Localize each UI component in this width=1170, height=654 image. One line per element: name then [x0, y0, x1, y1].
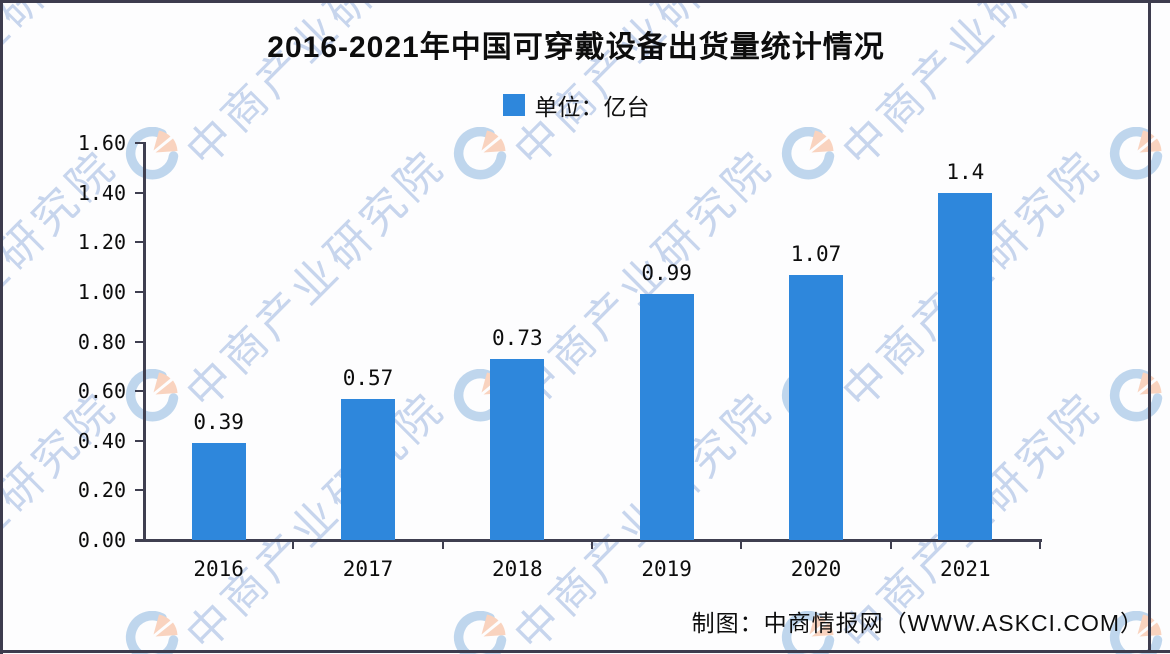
- y-tick-label: 0.60: [77, 379, 126, 404]
- bar-value-label: 1.4: [946, 159, 985, 184]
- legend-label: 单位：亿台: [534, 94, 650, 120]
- bar-value-label: 0.99: [641, 261, 692, 286]
- x-tick-label: 2018: [492, 557, 543, 581]
- x-tick: [292, 540, 295, 549]
- x-axis-line: [135, 539, 1042, 542]
- bar-value-label: 1.07: [790, 241, 842, 266]
- y-tick-label: 0.00: [77, 528, 126, 552]
- bar: [789, 274, 843, 540]
- chart-legend: 单位：亿台: [0, 88, 1152, 122]
- y-tick-label: 0.20: [77, 478, 126, 503]
- y-tick: [135, 191, 144, 194]
- x-tick-label: 2020: [790, 557, 842, 581]
- frame-border-top: [0, 0, 1170, 3]
- x-tick: [740, 540, 743, 549]
- y-tick-label: 1.20: [77, 230, 126, 255]
- y-tick-label: 1.40: [77, 180, 126, 205]
- x-tick: [441, 540, 444, 549]
- y-tick-label: 1.00: [77, 280, 126, 304]
- frame-border-bottom: [0, 650, 1170, 653]
- bar-value-label: 0.39: [193, 410, 244, 435]
- y-tick: [135, 241, 144, 244]
- x-tick-label: 2021: [940, 557, 991, 581]
- footer-credit: 制图：中商情报网（WWW.ASKCI.COM）: [691, 610, 1144, 636]
- legend-swatch-icon: [502, 94, 525, 116]
- y-tick: [135, 539, 144, 541]
- bar-value-label: 0.73: [492, 325, 543, 350]
- y-tick: [135, 439, 144, 442]
- x-tick-label: 2017: [342, 557, 394, 581]
- y-tick: [135, 390, 144, 393]
- bar: [639, 294, 694, 540]
- y-tick: [135, 489, 144, 492]
- x-tick-label: 2019: [641, 557, 692, 581]
- x-tick: [1039, 540, 1041, 549]
- y-axis-line: [143, 142, 146, 541]
- chart-title: 2016-2021年中国可穿戴设备出货量统计情况: [267, 31, 885, 64]
- x-tick: [591, 540, 593, 549]
- bar: [938, 192, 993, 540]
- y-tick: [135, 291, 144, 293]
- y-tick-label: 1.60: [77, 131, 126, 156]
- y-tick: [135, 340, 144, 343]
- y-tick-label: 0.40: [77, 428, 126, 453]
- bar: [490, 358, 545, 540]
- y-tick-label: 0.80: [77, 329, 126, 354]
- frame-border-left: [0, 0, 3, 654]
- bar-value-label: 0.57: [342, 365, 394, 390]
- x-tick: [889, 540, 892, 549]
- x-tick-label: 2016: [193, 557, 244, 581]
- y-tick: [135, 142, 144, 145]
- bar: [191, 443, 246, 540]
- frame-border-right: [1148, 0, 1151, 652]
- bar: [341, 398, 395, 540]
